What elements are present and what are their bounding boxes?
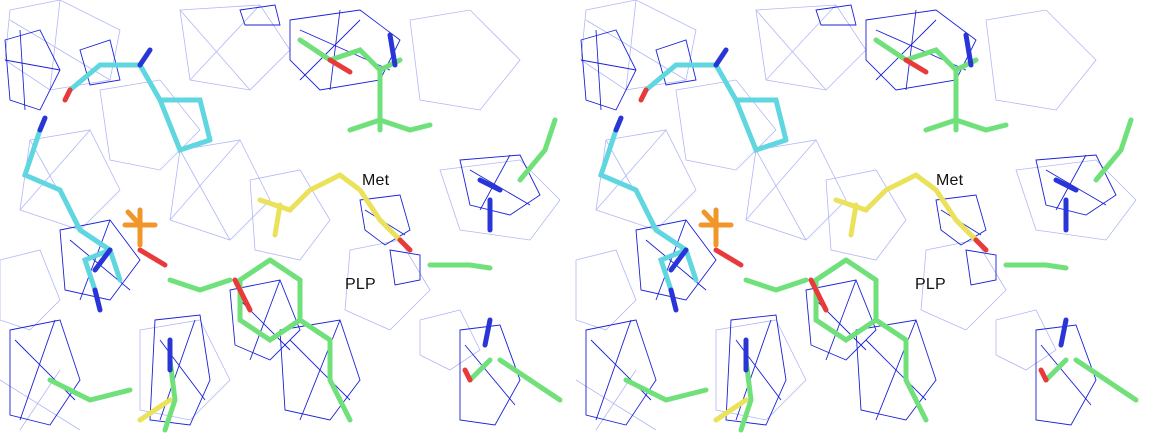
stereo-view-right <box>576 0 1136 430</box>
met-label-left: Met <box>362 172 390 189</box>
met-label-right: Met <box>936 172 964 189</box>
stereo-view-left <box>0 0 560 430</box>
plp-label-left: PLP <box>345 276 376 293</box>
plp-label-right: PLP <box>915 276 946 293</box>
